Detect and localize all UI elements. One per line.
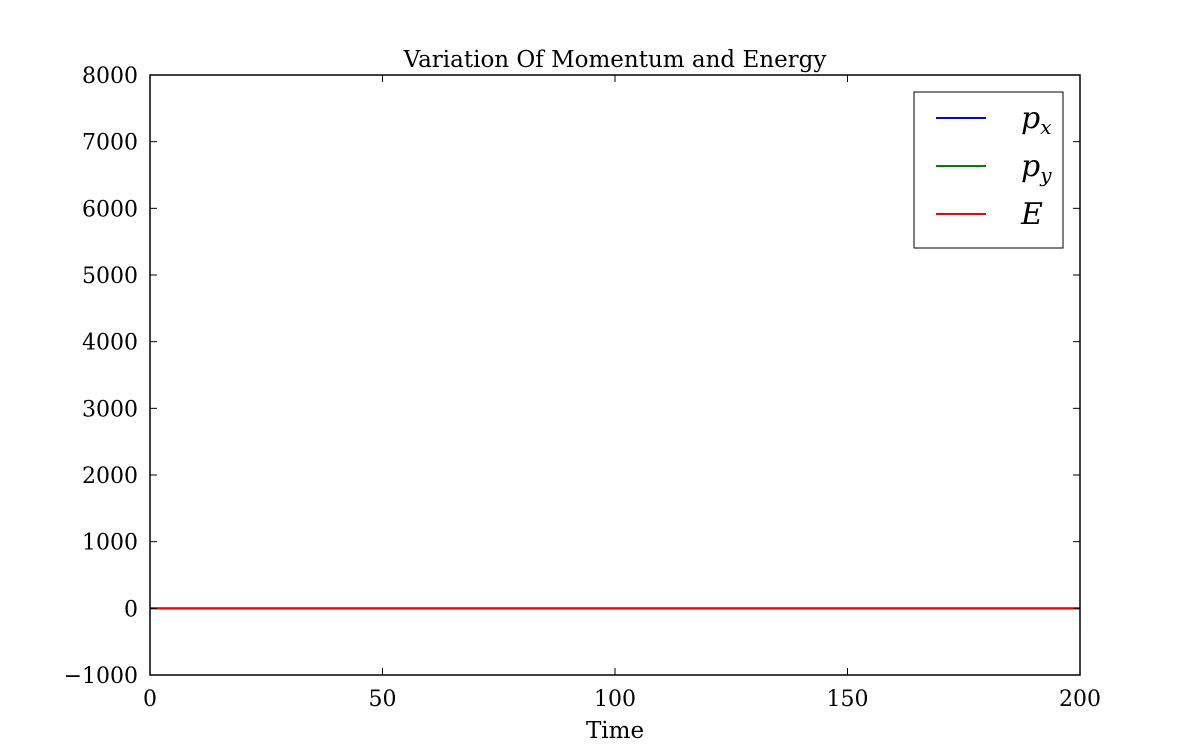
- legend-label-0: px: [1021, 101, 1052, 139]
- legend-label-sub: y: [1039, 163, 1052, 187]
- tick-layer: 0 50 100 150 200−100001000200030004000500060…: [64, 64, 1101, 712]
- y-tick-label: 3000: [82, 397, 138, 422]
- legend-label-main: p: [1021, 101, 1040, 136]
- y-tick-label: −1000: [64, 664, 138, 689]
- chart-title: Variation Of Momentum and Energy: [403, 47, 827, 73]
- y-tick-label: 0: [124, 597, 138, 622]
- x-tick-label: 100: [594, 687, 636, 712]
- x-tick-label: 0: [143, 687, 157, 712]
- y-tick-label: 8000: [82, 64, 138, 89]
- legend-label-main: p: [1021, 149, 1040, 184]
- y-tick-label: 6000: [82, 197, 138, 222]
- x-tick-label: 50: [369, 687, 397, 712]
- legend-label-sub: x: [1040, 115, 1051, 139]
- x-tick-label: 200: [1059, 687, 1101, 712]
- y-tick-label: 5000: [82, 264, 138, 289]
- legend-label-1: py: [1021, 149, 1052, 187]
- x-axis-label: Time: [586, 718, 644, 744]
- y-tick-label: 2000: [82, 464, 138, 489]
- y-tick-label: 1000: [82, 531, 138, 556]
- y-tick-label: 4000: [82, 331, 138, 356]
- legend-label-main: E: [1020, 197, 1043, 232]
- x-tick-label: 150: [827, 687, 869, 712]
- y-tick-label: 7000: [82, 131, 138, 156]
- legend-label-2: E: [1020, 197, 1043, 232]
